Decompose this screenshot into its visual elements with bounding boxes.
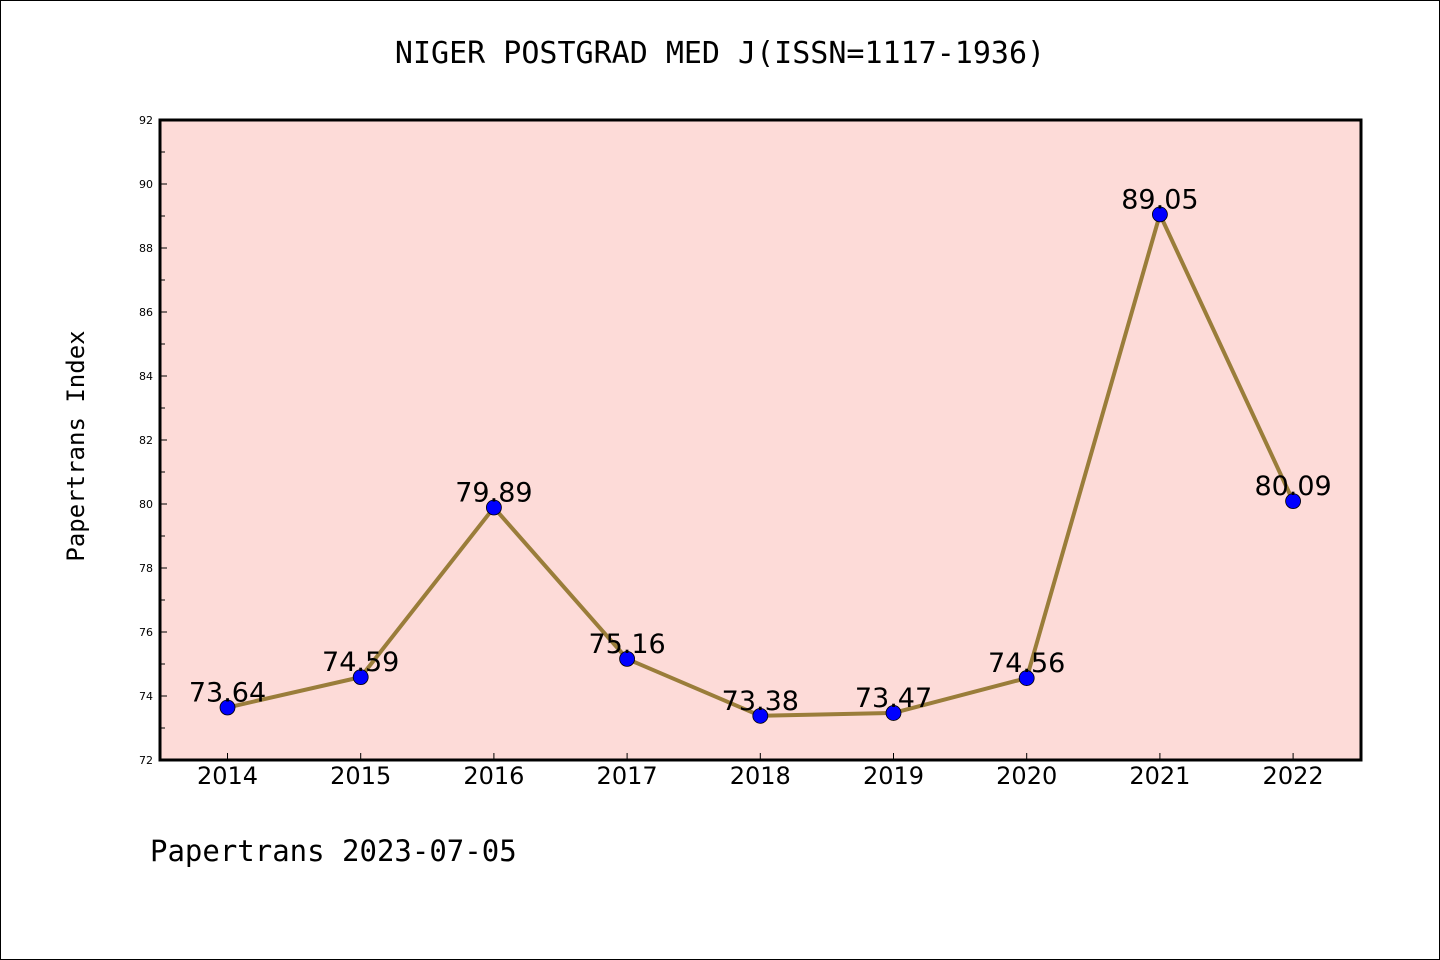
data-point — [352, 669, 369, 686]
data-label: 74.56 — [988, 648, 1065, 679]
data-point — [1018, 670, 1035, 686]
data-label: 73.47 — [855, 683, 932, 714]
data-point — [752, 707, 769, 724]
data-points — [219, 206, 1301, 724]
y-tick-label: 76 — [139, 626, 153, 639]
y-tick-label: 82 — [139, 434, 153, 447]
y-tick-label: 88 — [139, 242, 153, 255]
data-label: 73.64 — [189, 678, 266, 709]
data-point — [485, 499, 502, 516]
x-axis-ticks: 2014 2015 2016 2017 2018 2019 2020 2021 2022 — [197, 753, 1324, 790]
x-tick-label: 2015 — [330, 762, 391, 790]
data-label: 89.05 — [1121, 184, 1198, 215]
y-tick-label: 72 — [139, 754, 153, 767]
data-label: 74.59 — [322, 647, 399, 678]
data-labels: 73.64 74.59 79.89 75.16 73.38 73.47 74.56 89.05… — [189, 184, 1332, 716]
y-tick-label: 78 — [139, 562, 153, 575]
x-tick-label: 2014 — [197, 762, 258, 790]
x-tick-label: 2017 — [597, 762, 658, 790]
y-tick-label: 74 — [139, 690, 153, 703]
plot-area — [160, 120, 1361, 760]
x-tick-label: 2022 — [1263, 762, 1324, 790]
y-tick-label: 86 — [139, 306, 153, 319]
y-tick-label: 92 — [139, 114, 153, 127]
data-point — [1152, 206, 1168, 223]
data-point — [219, 699, 236, 716]
chart-title: NIGER POSTGRAD MED J(ISSN=1117-1936) — [394, 36, 1046, 71]
x-tick-label: 2021 — [1129, 762, 1190, 790]
y-tick-label: 84 — [139, 370, 153, 383]
x-tick-label: 2018 — [730, 762, 791, 790]
footer-credit: Papertrans 2023-07-05 — [150, 834, 517, 868]
x-tick-label: 2020 — [996, 762, 1057, 790]
data-label: 73.38 — [722, 686, 799, 717]
data-point — [619, 650, 635, 667]
x-tick-label: 2019 — [863, 762, 924, 790]
data-label: 80.09 — [1254, 471, 1331, 502]
y-tick-label: 80 — [139, 498, 153, 511]
data-point — [885, 705, 902, 721]
y-tick-label: 90 — [139, 178, 153, 191]
x-tick-label: 2016 — [463, 762, 524, 790]
data-label: 79.89 — [455, 478, 532, 509]
plot-border — [158, 118, 1363, 762]
data-point — [1285, 493, 1301, 510]
data-label: 75.16 — [588, 629, 665, 660]
